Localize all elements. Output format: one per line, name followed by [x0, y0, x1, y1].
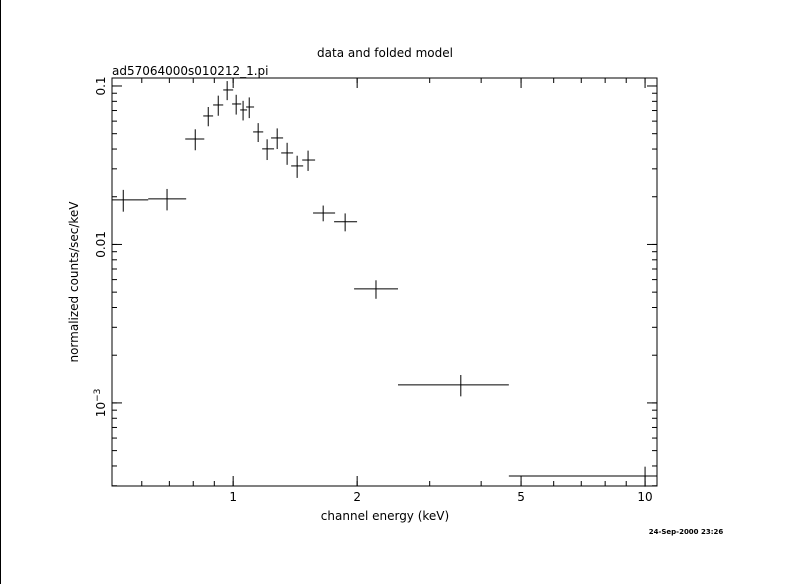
- y-tick-label: 0.1: [94, 76, 108, 95]
- x-tick-label: 1: [229, 490, 237, 504]
- y-tick-label: 0.01: [94, 231, 108, 258]
- y-tick-label-base: 0.01: [94, 231, 108, 258]
- timestamp: 24-Sep-2000 23:26: [649, 528, 724, 536]
- x-tick-label: 2: [353, 490, 361, 504]
- y-tick-label: 10−3: [93, 389, 108, 418]
- chart-title: data and folded model: [317, 46, 453, 60]
- chart-subtitle: ad57064000s010212_1.pi: [112, 64, 269, 78]
- x-tick-label: 10: [637, 490, 652, 504]
- x-axis-label: channel energy (keV): [321, 509, 449, 523]
- y-tick-label-base: 10: [94, 402, 108, 417]
- x-tick-label: 5: [517, 490, 525, 504]
- plot-frame: [111, 77, 658, 487]
- y-tick-label-base: 0.1: [94, 76, 108, 95]
- y-axis-label: normalized counts/sec/keV: [67, 201, 81, 363]
- y-tick-label-exponent: −3: [93, 389, 103, 402]
